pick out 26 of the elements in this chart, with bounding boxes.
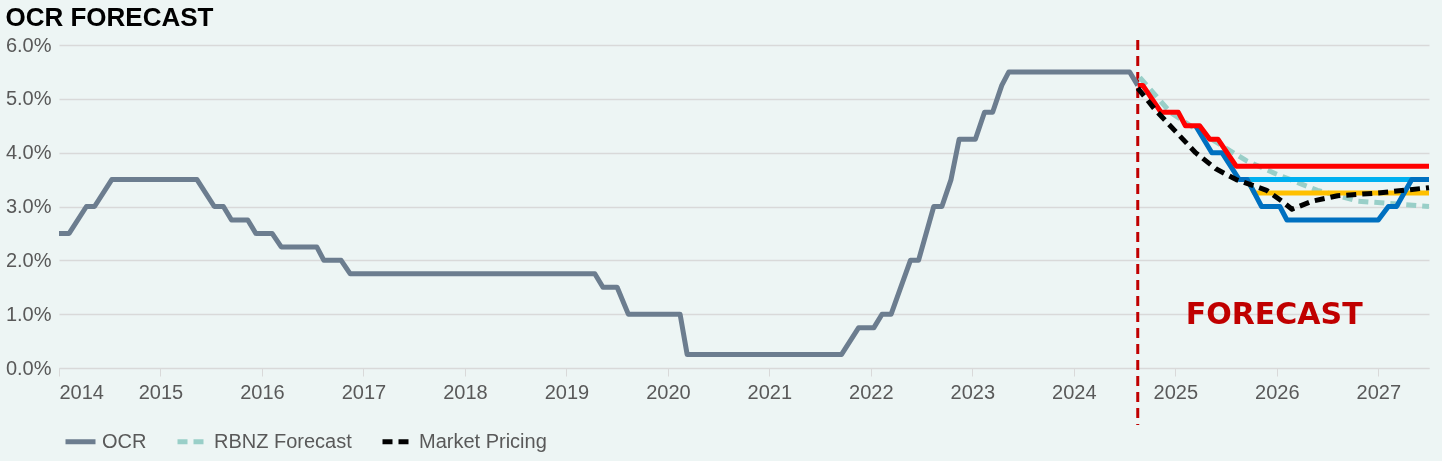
x-tick-label: 2019 (544, 380, 590, 403)
x-tick-label: 2024 (1052, 380, 1097, 403)
legend-label: OCR (102, 429, 147, 452)
x-tick-label: 2022 (849, 380, 894, 403)
chart-title: OCR FORECAST (5, 2, 214, 32)
legend-label: RBNZ Forecast (214, 429, 353, 452)
x-tick-label: 2018 (443, 380, 488, 403)
x-tick-label: 2025 (1153, 380, 1199, 403)
y-tick-label: 6.0% (5, 33, 52, 56)
y-tick-label: 4.0% (5, 141, 52, 164)
x-tick-label: 2021 (747, 380, 793, 403)
x-tick-label: 2026 (1255, 380, 1300, 403)
y-tick-label: 2.0% (5, 248, 52, 271)
x-tick-label: 2027 (1356, 380, 1402, 403)
x-tick-label: 2020 (646, 380, 691, 403)
x-tick-label: 2023 (950, 380, 996, 403)
x-tick-label: 2014 (59, 380, 104, 403)
legend-label: Market Pricing (419, 429, 547, 452)
y-tick-label: 3.0% (5, 195, 52, 217)
y-tick-label: 5.0% (5, 87, 52, 110)
ref-line-label: FORECAST (1185, 296, 1364, 331)
x-tick-label: 2017 (341, 380, 387, 403)
y-tick-label: 1.0% (5, 302, 52, 325)
y-tick-label: 0.0% (5, 356, 52, 379)
x-tick-label: 2015 (138, 380, 184, 403)
x-tick-label: 2016 (240, 380, 285, 403)
